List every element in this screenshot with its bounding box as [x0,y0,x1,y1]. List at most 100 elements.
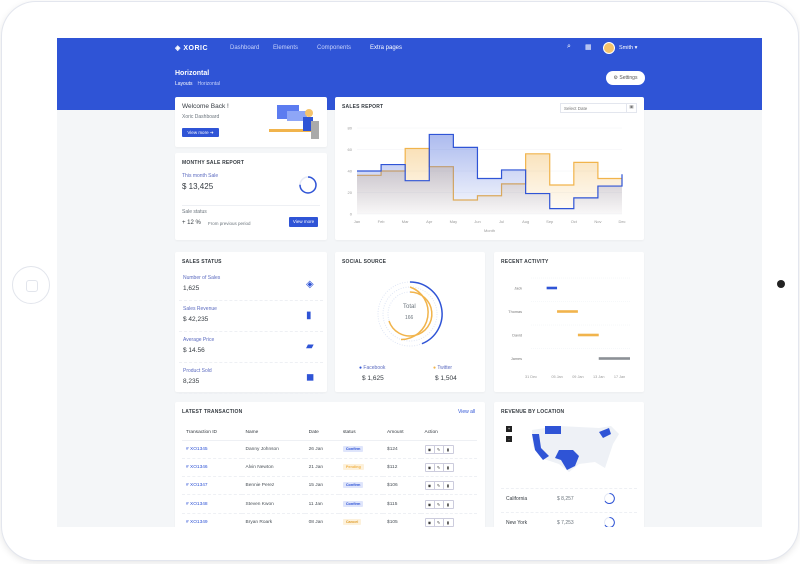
status-badge: Confirm [342,500,364,507]
search-icon[interactable]: ⌕ [567,43,571,50]
total-value: 166 [405,315,414,321]
map-montana [545,426,561,434]
twitter-dot-icon: ● [433,365,437,371]
customer-name: Alvin Newton [241,458,305,478]
pencil-icon[interactable]: ✎ [435,463,444,471]
activity-bar [577,333,599,337]
monthly-label: This month Sale [182,173,219,179]
activity-bar [557,310,578,313]
pencil-icon[interactable]: ✎ [435,500,444,508]
y-tick-label: 20 [348,190,353,195]
x-tick-label: Nov [594,219,601,224]
sales-status-item: Sales Revenue $ 42,235 ▮ [179,303,323,332]
facebook-dot-icon: ● [359,365,363,371]
facebook-value: $ 1,625 [362,375,384,382]
status-badge: Confirm [342,482,364,489]
eye-icon[interactable]: ◉ [426,445,435,453]
x-tick-label: May [450,219,458,224]
breadcrumb: Layouts Horizontal [175,81,220,87]
breadcrumb-layouts[interactable]: Layouts [175,81,193,87]
logo[interactable]: ◈ XORIC [175,45,208,52]
layers-icon: ◈ [306,279,314,290]
table-row: # XO1345 Danny Johnson 26 Jan Confirm $1… [182,440,477,459]
x-tick-label: Jun [474,219,480,224]
trash-icon[interactable]: ▮ [446,501,450,507]
trash-icon[interactable]: ▮ [446,446,450,452]
revenue-title: REVENUE BY LOCATION [501,409,565,415]
nav-extra-pages[interactable]: Extra pages [370,45,403,51]
monthly-value: $ 13,425 [182,182,214,191]
activity-bar [598,357,630,360]
trash-icon[interactable]: ▮ [446,483,450,489]
pencil-icon[interactable]: ✎ [435,518,444,526]
series-area-0 [357,134,622,214]
y-tick-label: 40 [348,169,353,174]
monthly-view-more-button[interactable]: View more [289,217,318,227]
eye-icon[interactable]: ◉ [426,482,435,490]
activity-name: Jack [514,287,522,291]
customer-name: Bennie Perez [241,476,305,496]
welcome-view-more-button[interactable]: View more ➔ [182,128,219,137]
user-menu[interactable]: Smith ▾ [619,45,638,51]
map-zoom-in-button[interactable]: + [506,426,512,432]
grid-icon[interactable]: ▦ [585,44,592,51]
transaction-amount: $106 [383,476,421,496]
transaction-date: 21 Jan [304,458,339,478]
select-date-input[interactable]: Select Date ▣ [560,103,637,113]
transaction-id-link[interactable]: # XO1347 [182,476,242,496]
nav-dashboard[interactable]: Dashboard [230,45,260,51]
welcome-subtitle: Xoric Dashboard [182,114,220,120]
transaction-table: Transaction ID Name Date status Amount Action… [182,426,477,527]
sales-report-title: SALES REPORT [342,104,384,110]
transaction-date: 26 Jan [304,440,339,459]
user-name: Smith [619,45,634,51]
map-new-york [599,428,611,438]
x-tick-label: Mar [402,219,410,224]
social-title: SOCIAL SOURCE [342,259,387,265]
activity-bar [546,286,558,290]
transaction-id-link[interactable]: # XO1345 [182,440,242,459]
transaction-date: 11 Jan [304,494,339,514]
x-tick-label: Apr [426,219,433,224]
x-tick-label: Feb [378,219,386,224]
calendar-icon[interactable]: ▣ [626,104,636,112]
avatar[interactable] [603,42,615,54]
map-zoom-out-button[interactable]: - [506,436,512,442]
stat-label: Sales Revenue [183,306,217,312]
nav-components[interactable]: Components [317,45,352,51]
stat-value: $ 14.56 [183,347,205,354]
breadcrumb-current: Horizontal [197,81,221,87]
pencil-icon[interactable]: ✎ [435,482,444,490]
social-source-card: SOCIAL SOURCE Total 166 ● Facebook $ 1,6… [335,252,485,392]
twitter-label: Twitter [437,365,453,371]
eye-icon[interactable]: ◉ [426,518,435,526]
sale-change: + 12 % [182,220,201,226]
action-group: ◉ ✎ ▮ [424,462,454,472]
nav-elements[interactable]: Elements [273,45,299,51]
transaction-id-link[interactable]: # XO1346 [182,458,242,478]
activity-name: Thomas [508,310,522,314]
action-group: ◉ ✎ ▮ [424,444,454,454]
box-icon: ◼ [306,372,315,383]
pencil-icon[interactable]: ✎ [435,445,444,453]
sale-status-label: Sale status [182,209,207,215]
x-axis-label: Month [484,228,495,233]
y-tick-label: 60 [348,147,353,152]
transaction-id-link[interactable]: # XO1349 [182,513,242,527]
latest-transaction-card: LATEST TRANSACTION View all Transaction … [175,402,485,527]
transaction-amount: $112 [383,458,421,478]
view-all-link[interactable]: View all [458,409,476,415]
trash-icon[interactable]: ▮ [446,519,450,525]
activity-title: RECENT ACTIVITY [501,259,549,265]
trash-icon[interactable]: ▮ [446,464,450,470]
transaction-id-link[interactable]: # XO1348 [182,494,242,514]
settings-button[interactable]: ⚙ Settings [606,71,645,85]
logo-text: XORIC [183,45,208,52]
total-label: Total [403,304,416,310]
table-row: # XO1347 Bennie Perez 15 Jan Confirm $10… [182,476,477,496]
welcome-card: Welcome Back ! Xoric Dashboard View more… [175,97,327,147]
eye-icon[interactable]: ◉ [426,500,435,508]
eye-icon[interactable]: ◉ [426,463,435,471]
transaction-date: 08 Jan [304,513,339,527]
customer-name: Danny Johnson [241,440,305,459]
